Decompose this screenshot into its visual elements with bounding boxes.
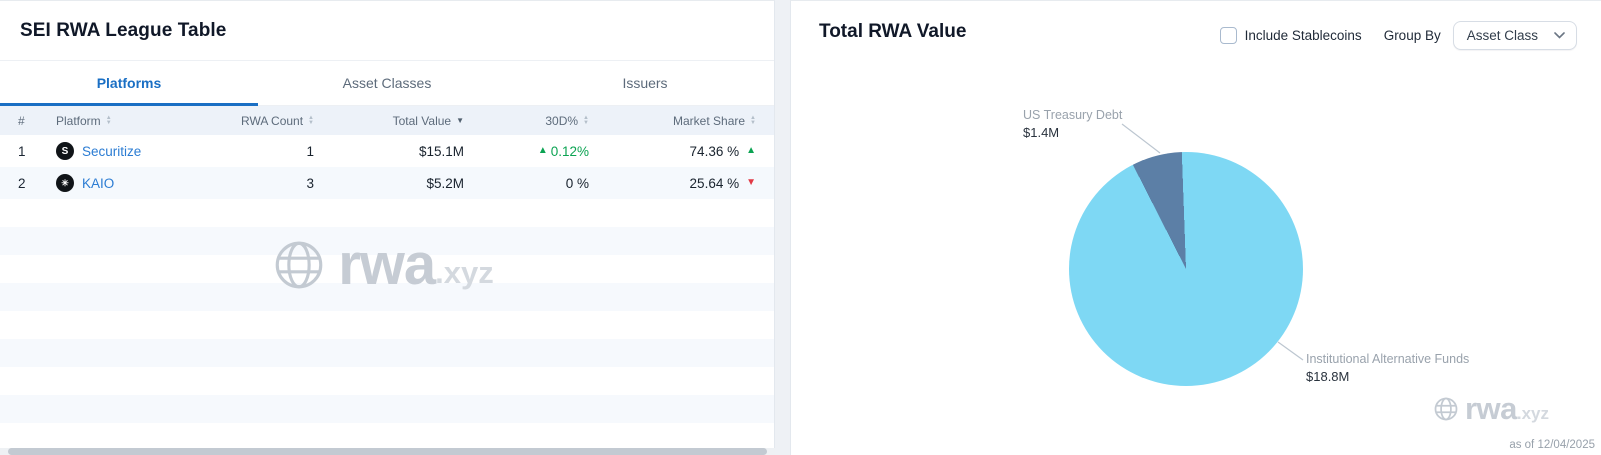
trend-arrow-icon: ▲ [746, 145, 756, 156]
include-stablecoins-checkbox[interactable] [1219, 27, 1237, 44]
platform-cell: S Securitize [56, 142, 206, 160]
watermark: rwa .xyz [1432, 391, 1549, 427]
watermark-text: rwa [1464, 391, 1517, 426]
slice-label-us-treasury: US Treasury Debt $1.4M [1023, 107, 1122, 141]
sorted-desc-icon: ▼ [456, 116, 464, 125]
change-30d-cell: ▲ 0.12% [537, 143, 589, 159]
group-by-selected-value: Asset Class [1466, 28, 1538, 43]
watermark-suffix: .xyz [1516, 404, 1549, 423]
column-header-platform[interactable]: Platform ▲ ▼ [56, 113, 112, 128]
total-rwa-panel: Total RWA Value Include Stablecoins Grou… [790, 0, 1601, 455]
platform-cell: ✳ KAIO [56, 174, 206, 192]
page-title: SEI RWA League Table [20, 19, 227, 41]
trend-arrow-icon: ▲ [537, 145, 548, 156]
column-header-rank[interactable]: # [18, 113, 25, 128]
column-header-market-share[interactable]: Market Share ▲ ▼ [673, 113, 756, 128]
slice-name: US Treasury Debt [1023, 108, 1123, 122]
scrollbar-thumb[interactable] [7, 448, 768, 455]
sort-icon: ▲ ▼ [308, 114, 314, 126]
securitize-logo-icon: S [56, 142, 74, 160]
market-share-cell: 74.36 % ▲ [689, 143, 756, 159]
table-header-row: # Platform ▲ ▼ RWA Count ▲ ▼ Total Value ▼… [0, 106, 774, 135]
slice-name: Institutional Alternative Funds [1306, 352, 1470, 366]
column-header-30d[interactable]: 30D% ▲ ▼ [545, 113, 589, 128]
table-row: 1 S Securitize 1 $15.1M ▲ 0.12% 74.36 % … [0, 135, 774, 167]
horizontal-scrollbar[interactable] [0, 448, 775, 455]
sort-icon: ▲ ▼ [105, 114, 112, 126]
platform-link[interactable]: KAIO [82, 175, 115, 191]
tab-bar: Platforms Asset Classes Issuers [0, 61, 774, 106]
slice-value: $18.8M [1306, 369, 1350, 384]
total-value-cell: $5.2M [426, 175, 464, 191]
column-header-rwa-count[interactable]: RWA Count ▲ ▼ [241, 113, 314, 128]
league-table-header: SEI RWA League Table [0, 1, 774, 61]
sort-icon: ▲ ▼ [750, 114, 756, 126]
sort-icon: ▲ ▼ [583, 114, 589, 126]
column-header-total-value[interactable]: Total Value ▼ [392, 113, 464, 128]
market-share-cell: 25.64 % ▼ [689, 175, 756, 191]
tab-issuers[interactable]: Issuers [516, 61, 774, 105]
globe-icon [1434, 397, 1458, 421]
chevron-down-icon [1554, 32, 1565, 39]
slice-value: $1.4M [1023, 125, 1060, 140]
tab-label: Asset Classes [342, 75, 432, 91]
include-stablecoins-label: Include Stablecoins [1244, 28, 1362, 43]
platform-link[interactable]: Securitize [82, 143, 142, 159]
as-of-date: as of 12/04/2025 [1509, 439, 1595, 451]
league-table-panel: SEI RWA League Table Platforms Asset Cla… [0, 0, 775, 455]
tab-platforms[interactable]: Platforms [0, 61, 258, 106]
kaio-logo-icon: ✳ [56, 174, 74, 192]
empty-rows-stripes [0, 199, 774, 455]
chart-title: Total RWA Value [819, 21, 967, 42]
total-value-cell: $15.1M [418, 143, 464, 159]
slice-label-institutional-funds: Institutional Alternative Funds $18.8M [1306, 351, 1469, 385]
rwa-count-cell: 1 [306, 143, 314, 159]
tab-asset-classes[interactable]: Asset Classes [258, 61, 516, 105]
rank-cell: 2 [18, 175, 26, 191]
tab-label: Platforms [96, 75, 162, 91]
pie-chart[interactable] [1069, 152, 1303, 386]
tab-label: Issuers [622, 75, 668, 91]
trend-arrow-icon: ▼ [746, 177, 756, 188]
chart-controls: Include Stablecoins Group By Asset Class [1219, 21, 1577, 50]
change-30d-cell: 0 % [565, 175, 589, 191]
group-by-select[interactable]: Asset Class [1452, 21, 1577, 50]
table-row: 2 ✳ KAIO 3 $5.2M 0 % 25.64 % ▼ [0, 167, 774, 199]
rwa-count-cell: 3 [306, 175, 314, 191]
group-by-label: Group By [1383, 28, 1441, 43]
rank-cell: 1 [18, 143, 26, 159]
